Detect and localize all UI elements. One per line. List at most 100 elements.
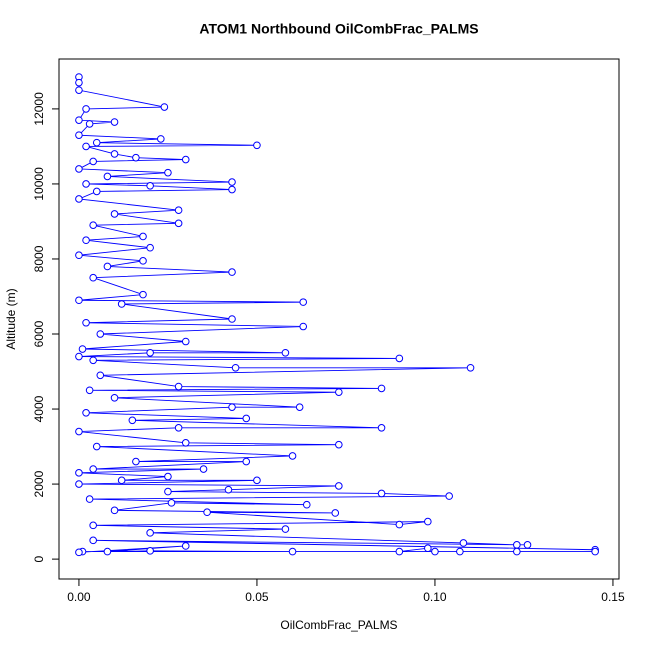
data-point [513,547,521,556]
data-point [92,442,101,451]
data-point [75,427,83,436]
data-point [139,232,147,241]
y-tick-label: 4000 [32,395,46,422]
data-point [302,500,311,509]
data-point [89,221,97,230]
data-point [89,465,97,473]
data-point [281,348,290,357]
data-point [523,541,532,549]
data-point [242,414,251,423]
data-point [431,547,439,556]
data-point [75,480,83,488]
data-point [85,386,94,395]
y-tick-label: 6000 [32,320,46,347]
data-point [85,120,94,128]
y-tick-label: 10000 [32,167,46,201]
data-point [75,251,83,260]
data-point [75,296,83,305]
data-point [110,210,119,218]
data-point [513,541,521,549]
data-point [167,499,176,507]
data-point [75,548,83,557]
x-tick-label: 0.10 [423,590,447,604]
data-point [78,345,87,353]
data-point [89,273,97,282]
data-point [335,388,343,396]
data-point [395,547,404,556]
data-point [335,440,343,449]
data-point [164,472,172,481]
data-point [377,384,386,393]
data-point [466,363,475,372]
data-point [377,424,386,432]
y-tick-label: 12000 [32,92,46,126]
data-point [181,542,190,550]
data-point [103,547,112,556]
data-point [89,157,97,166]
data-point [103,172,112,181]
data-point [424,544,432,553]
data-point [92,138,101,147]
plot-box [58,58,620,580]
data-point [157,135,165,143]
data-point [75,116,83,124]
data-point [96,371,105,380]
x-tick-label: 0.15 [601,590,625,604]
data-point [174,219,183,228]
y-axis-label: Altitude (m) [4,288,18,349]
data-point [228,178,236,186]
data-point [132,457,140,466]
data-point [253,476,261,485]
data-point [75,86,83,94]
data-point [75,165,83,173]
data-point [75,352,83,361]
data-point [82,105,90,113]
data-point [164,487,172,496]
data-point [295,403,304,411]
data-point [110,393,119,402]
data-point [228,268,236,276]
data-point [231,363,240,372]
data-point [89,536,97,545]
data-point [174,382,183,391]
data-point [181,155,190,164]
data-point [82,180,90,188]
data-point [110,118,119,126]
data-point [75,469,83,477]
data-point [181,337,190,346]
y-tick-label: 0 [32,555,46,562]
data-point [281,525,290,533]
data-point [228,315,236,323]
data-point [146,243,154,252]
data-point [82,236,90,245]
data-point [424,517,432,526]
data-point [395,520,404,529]
data-point [174,206,183,214]
data-point [82,142,90,151]
data-point [146,547,154,555]
data-point [203,508,211,517]
data-point [139,257,147,265]
data-point [89,521,97,530]
data-point [199,465,208,473]
x-axis-label: OilCombFrac_PALMS [280,618,397,632]
data-point [146,348,154,357]
data-point [85,495,94,503]
data-point [228,403,236,411]
data-point [335,482,343,490]
data-point [75,78,83,87]
data-point [181,439,190,447]
chart-title: ATOM1 Northbound OilCombFrac_PALMS [199,21,478,37]
data-point [139,290,147,299]
data-point [377,489,386,498]
data-point [103,262,112,271]
y-tick-label: 8000 [32,245,46,272]
data-point [591,547,599,556]
data-point [75,195,83,203]
data-point [331,509,340,517]
data-point [160,103,169,111]
data-point [92,187,101,196]
data-point [228,185,236,194]
data-point [117,476,126,485]
